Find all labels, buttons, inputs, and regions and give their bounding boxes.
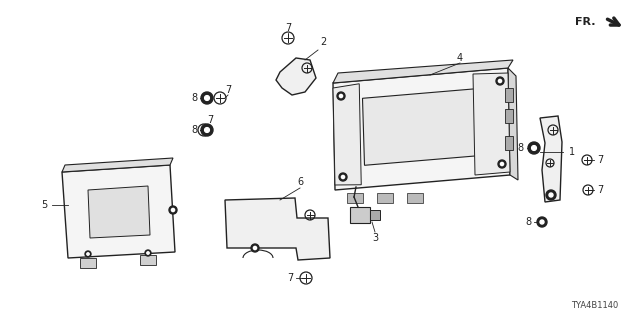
Circle shape [85,251,91,257]
Text: 7: 7 [285,23,291,33]
Circle shape [339,173,347,181]
Text: 5: 5 [41,200,47,210]
Text: FR.: FR. [575,17,596,27]
Polygon shape [508,68,518,180]
Polygon shape [370,210,380,220]
Circle shape [532,146,536,150]
Circle shape [147,252,149,254]
Polygon shape [350,207,370,223]
Circle shape [496,77,504,85]
Polygon shape [333,68,510,190]
Circle shape [549,193,553,197]
Circle shape [337,92,345,100]
Circle shape [339,94,342,98]
Circle shape [341,175,344,179]
Circle shape [201,124,213,136]
Circle shape [498,160,506,168]
Text: 2: 2 [320,37,326,47]
Circle shape [537,217,547,227]
Text: 8: 8 [517,143,523,153]
Circle shape [499,79,502,83]
Polygon shape [505,109,513,123]
Polygon shape [506,136,513,150]
Polygon shape [504,88,513,102]
Text: 7: 7 [225,85,231,95]
Polygon shape [540,116,562,202]
Polygon shape [88,186,150,238]
Polygon shape [62,165,175,258]
Text: 3: 3 [372,233,378,243]
Polygon shape [80,258,96,268]
Text: 1: 1 [569,147,575,157]
Circle shape [540,220,544,224]
Text: 8: 8 [191,93,197,103]
Polygon shape [276,58,316,95]
Polygon shape [347,193,363,203]
Polygon shape [225,198,330,260]
Text: 8: 8 [525,217,531,227]
Text: 6: 6 [297,177,303,187]
Text: 7: 7 [207,115,213,125]
Polygon shape [333,84,361,185]
Circle shape [172,208,175,212]
Text: 7: 7 [287,273,293,283]
Polygon shape [333,60,513,83]
Circle shape [169,206,177,214]
Polygon shape [473,73,510,175]
Circle shape [528,142,540,154]
Text: 7: 7 [597,185,603,195]
Text: 7: 7 [597,155,603,165]
Text: 4: 4 [457,53,463,63]
Text: 8: 8 [191,125,197,135]
Circle shape [251,244,259,252]
Polygon shape [407,193,423,203]
Polygon shape [377,193,393,203]
Circle shape [201,92,213,104]
Circle shape [205,128,209,132]
Text: TYA4B1140: TYA4B1140 [571,301,618,310]
Circle shape [546,190,556,200]
Polygon shape [62,158,173,172]
Polygon shape [140,255,156,265]
Circle shape [145,250,151,256]
Circle shape [87,253,89,255]
Circle shape [205,96,209,100]
Circle shape [500,163,504,166]
Circle shape [253,246,257,250]
Polygon shape [362,89,479,165]
